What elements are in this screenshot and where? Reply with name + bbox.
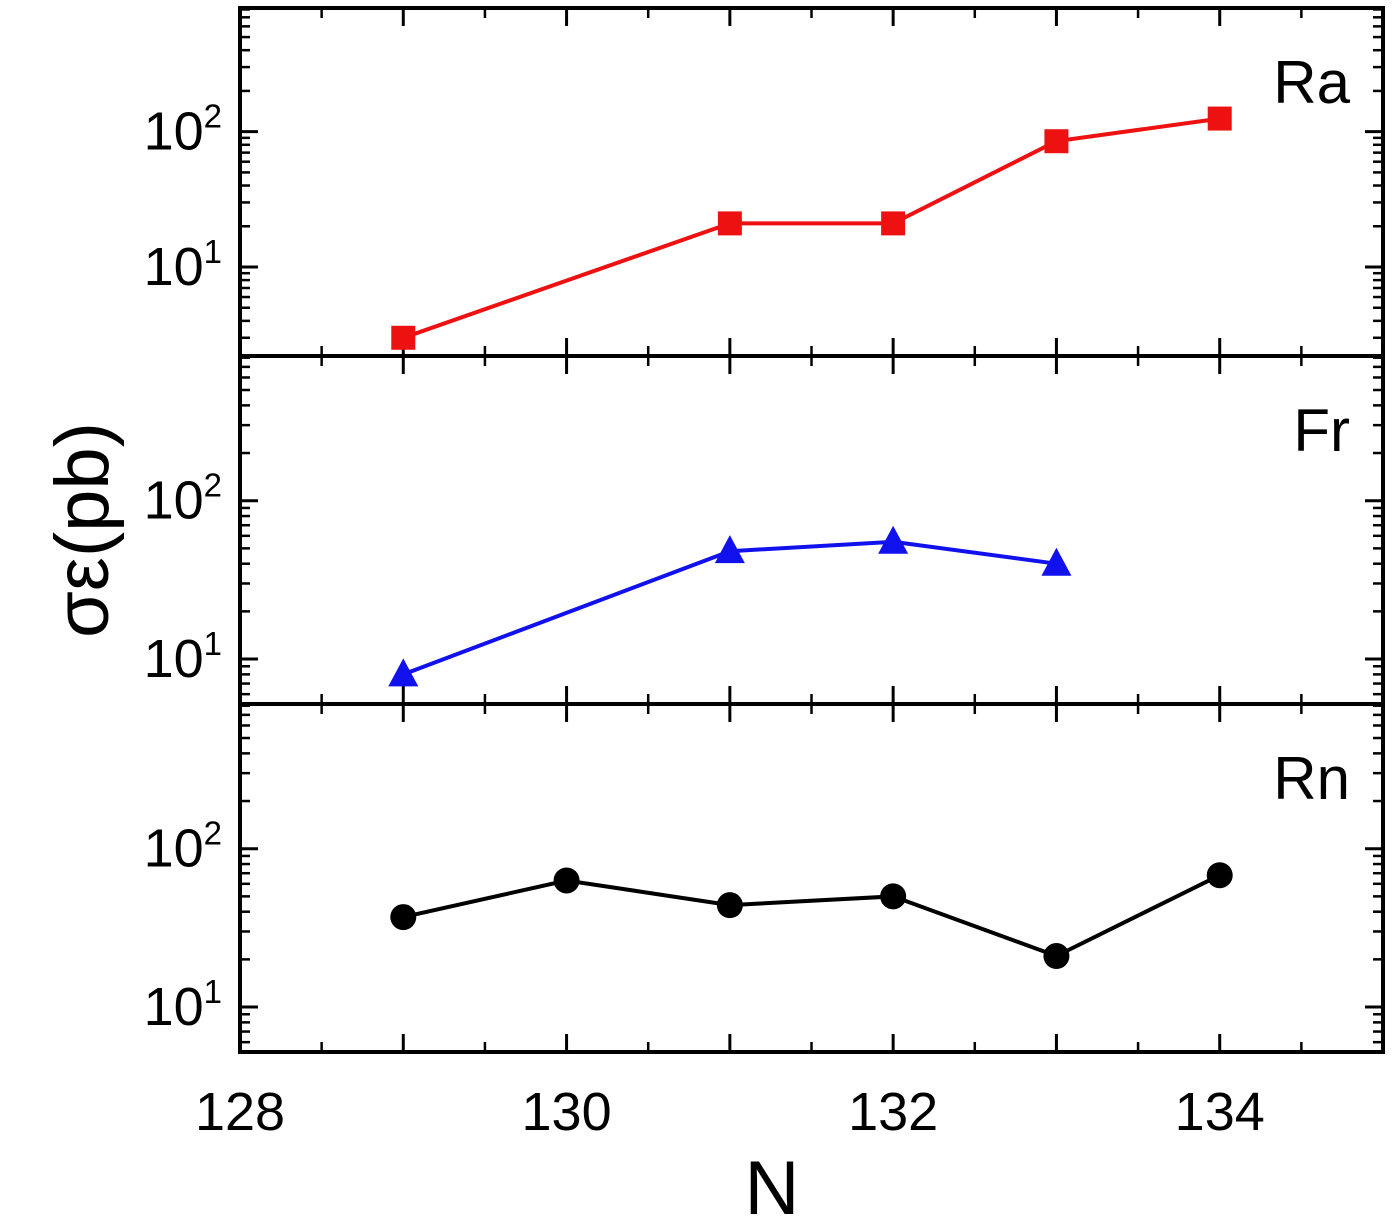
data-point (1041, 547, 1072, 576)
y-tick-label-base: 10 (144, 102, 204, 162)
y-tick-label: 102 (144, 467, 222, 531)
y-tick-label: 102 (144, 815, 222, 879)
y-tick-label-exponent: 1 (204, 973, 222, 1010)
data-point (717, 211, 742, 236)
y-tick-label-exponent: 1 (204, 625, 222, 662)
data-point (1044, 129, 1069, 154)
series-line (402, 873, 1221, 959)
panel-label: Fr (1293, 397, 1350, 464)
x-tick-label: 128 (195, 1082, 285, 1142)
data-point (390, 904, 417, 931)
panel-label: Rn (1273, 745, 1350, 812)
y-tick-label: 101 (144, 973, 222, 1037)
data-point (1206, 862, 1233, 889)
data-point (1043, 943, 1070, 970)
y-tick-label-base: 10 (144, 977, 204, 1037)
y-tick-label-exponent: 1 (204, 233, 222, 270)
y-tick-label-exponent: 2 (204, 98, 222, 135)
x-axis-title: N (745, 1146, 800, 1225)
y-axis-title: σε(pb) (40, 422, 125, 638)
y-tick-label: 101 (144, 233, 222, 297)
y-tick-label: 102 (144, 98, 222, 162)
y-tick-label-exponent: 2 (204, 467, 222, 504)
y-tick-label-base: 10 (144, 471, 204, 531)
x-tick-label: 132 (848, 1082, 938, 1142)
y-tick-label-base: 10 (144, 629, 204, 689)
y-tick-label-base: 10 (144, 819, 204, 879)
data-point (716, 892, 743, 919)
data-point (1207, 106, 1232, 131)
x-tick-label: 130 (522, 1082, 612, 1142)
data-point (880, 883, 907, 910)
panel-label: Ra (1273, 49, 1350, 116)
axes-frame (238, 6, 1385, 1054)
data-point (553, 867, 580, 894)
x-tick-label: 134 (1175, 1082, 1265, 1142)
data-point (391, 325, 416, 350)
data-point (714, 535, 745, 564)
plot-frame (238, 6, 1385, 1054)
series-line (402, 116, 1220, 340)
data-point (388, 658, 419, 687)
x-axis: 128 130 132 134 (195, 1082, 1265, 1142)
data-point (881, 211, 906, 236)
y-tick-label-exponent: 2 (204, 815, 222, 852)
y-tick-label: 101 (144, 625, 222, 689)
data-point (878, 525, 909, 554)
series-line (402, 539, 1057, 677)
y-tick-label-base: 10 (144, 237, 204, 297)
